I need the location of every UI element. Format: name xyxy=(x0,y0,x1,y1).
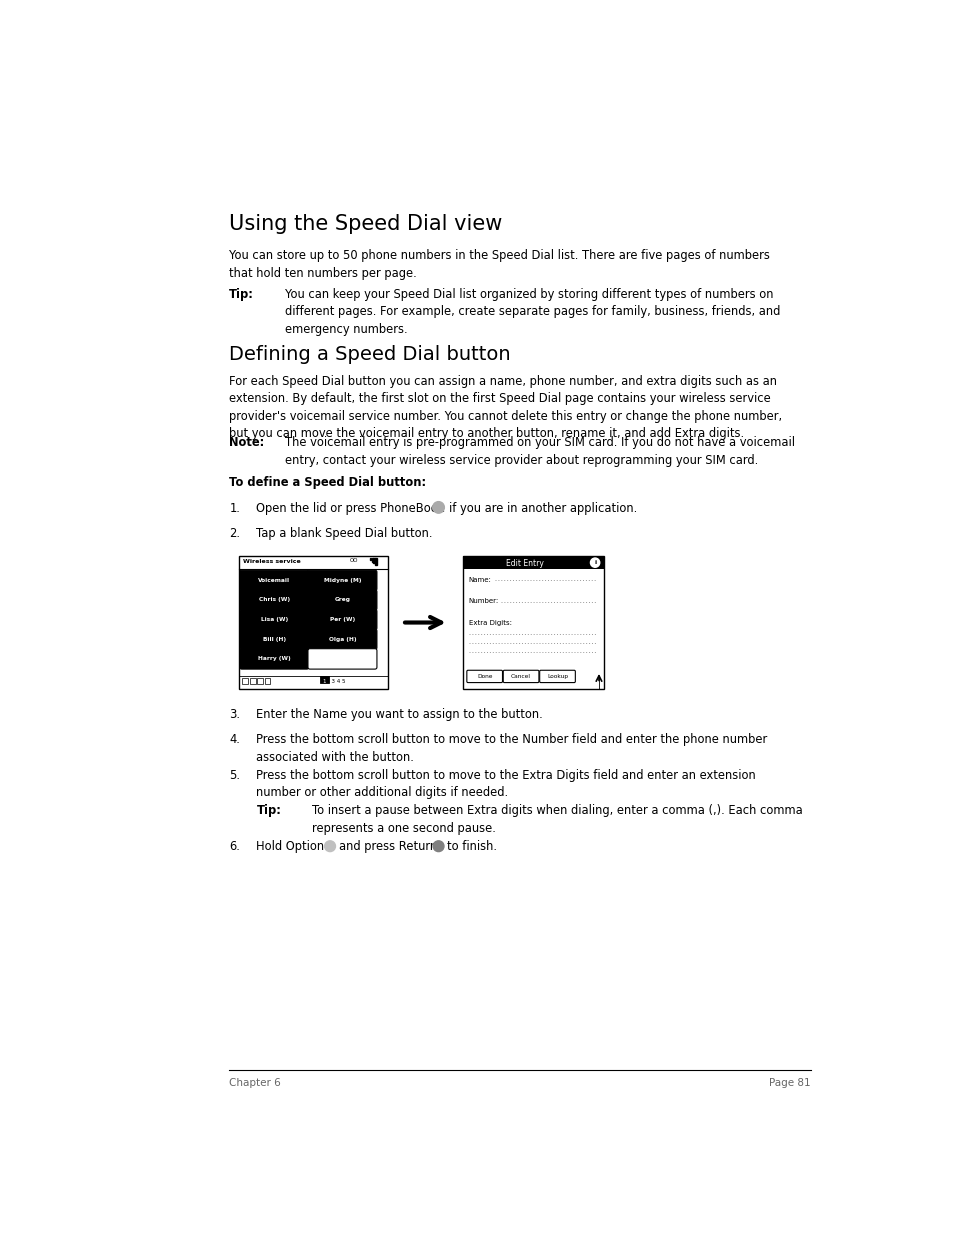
Text: 5.: 5. xyxy=(229,769,240,782)
Text: 1: 1 xyxy=(322,679,326,684)
Bar xyxy=(257,678,263,684)
Text: Enter the Name you want to assign to the button.: Enter the Name you want to assign to the… xyxy=(256,708,542,721)
Text: Tip:: Tip: xyxy=(229,288,253,300)
Circle shape xyxy=(433,841,443,852)
Text: Note:: Note: xyxy=(229,436,264,450)
FancyBboxPatch shape xyxy=(239,571,309,590)
FancyBboxPatch shape xyxy=(239,629,309,650)
FancyBboxPatch shape xyxy=(308,629,376,650)
FancyBboxPatch shape xyxy=(503,671,538,683)
Text: To insert a pause between Extra digits when dialing, enter a comma (,). Each com: To insert a pause between Extra digits w… xyxy=(312,804,802,835)
Text: Voicemail: Voicemail xyxy=(258,578,290,583)
Text: The voicemail entry is pre-programmed on your SIM card. If you do not have a voi: The voicemail entry is pre-programmed on… xyxy=(285,436,794,467)
Text: Using the Speed Dial view: Using the Speed Dial view xyxy=(229,214,502,233)
Text: Wireless service: Wireless service xyxy=(243,558,301,563)
Bar xyxy=(375,558,376,564)
Bar xyxy=(373,558,375,563)
Text: Chris (W): Chris (W) xyxy=(258,598,290,603)
Circle shape xyxy=(324,841,335,852)
Text: Harry (W): Harry (W) xyxy=(257,657,291,662)
Text: Midyne (M): Midyne (M) xyxy=(323,578,361,583)
Bar xyxy=(371,558,373,562)
Text: and press Return: and press Return xyxy=(338,841,436,853)
Text: 1.: 1. xyxy=(229,501,240,515)
FancyBboxPatch shape xyxy=(539,671,575,683)
Text: i: i xyxy=(594,561,596,566)
Text: Per (W): Per (W) xyxy=(330,618,355,622)
Text: 1 2 3 4 5: 1 2 3 4 5 xyxy=(320,679,345,684)
Text: OO: OO xyxy=(349,558,357,563)
Text: Press the bottom scroll button to move to the Number field and enter the phone n: Press the bottom scroll button to move t… xyxy=(256,734,767,764)
Text: 4.: 4. xyxy=(229,734,240,746)
Circle shape xyxy=(590,558,599,567)
Text: Tap a blank Speed Dial button.: Tap a blank Speed Dial button. xyxy=(256,527,433,540)
Text: Defining a Speed Dial button: Defining a Speed Dial button xyxy=(229,346,511,364)
FancyBboxPatch shape xyxy=(462,556,603,689)
Text: Chapter 6: Chapter 6 xyxy=(229,1078,281,1088)
Text: Tip:: Tip: xyxy=(256,804,281,818)
Text: Edit Entry: Edit Entry xyxy=(506,558,544,568)
Text: 2.: 2. xyxy=(229,527,240,540)
FancyBboxPatch shape xyxy=(239,556,388,689)
FancyBboxPatch shape xyxy=(462,556,603,569)
FancyBboxPatch shape xyxy=(239,648,309,669)
FancyBboxPatch shape xyxy=(308,571,376,590)
Text: Name:: Name: xyxy=(468,577,491,583)
FancyBboxPatch shape xyxy=(308,648,376,669)
Text: Hold Option: Hold Option xyxy=(256,841,324,853)
Text: Greg: Greg xyxy=(335,598,350,603)
Text: Lisa (W): Lisa (W) xyxy=(260,618,288,622)
Text: Lookup: Lookup xyxy=(546,674,567,679)
FancyBboxPatch shape xyxy=(239,590,309,610)
Text: if you are in another application.: if you are in another application. xyxy=(449,501,637,515)
Text: to finish.: to finish. xyxy=(447,841,497,853)
Text: Olga (H): Olga (H) xyxy=(328,637,355,642)
Text: Cancel: Cancel xyxy=(511,674,531,679)
Text: Press the bottom scroll button to move to the Extra Digits field and enter an ex: Press the bottom scroll button to move t… xyxy=(256,769,756,799)
Bar xyxy=(369,558,371,561)
Bar xyxy=(242,678,248,684)
FancyBboxPatch shape xyxy=(239,609,309,630)
Bar xyxy=(319,676,328,683)
Text: Bill (H): Bill (H) xyxy=(262,637,286,642)
Text: 6.: 6. xyxy=(229,841,240,853)
Text: You can keep your Speed Dial list organized by storing different types of number: You can keep your Speed Dial list organi… xyxy=(285,288,780,336)
Text: Page 81: Page 81 xyxy=(768,1078,810,1088)
Text: 3.: 3. xyxy=(229,708,240,721)
Text: Extra Digits:: Extra Digits: xyxy=(468,620,511,626)
Text: You can store up to 50 phone numbers in the Speed Dial list. There are five page: You can store up to 50 phone numbers in … xyxy=(229,249,769,279)
FancyBboxPatch shape xyxy=(308,609,376,630)
Text: To define a Speed Dial button:: To define a Speed Dial button: xyxy=(229,477,426,489)
Bar xyxy=(250,678,255,684)
Text: Open the lid or press PhoneBook: Open the lid or press PhoneBook xyxy=(256,501,444,515)
Text: Done: Done xyxy=(476,674,492,679)
FancyBboxPatch shape xyxy=(308,590,376,610)
FancyBboxPatch shape xyxy=(466,671,502,683)
Circle shape xyxy=(433,501,444,514)
Bar xyxy=(264,678,270,684)
Text: For each Speed Dial button you can assign a name, phone number, and extra digits: For each Speed Dial button you can assig… xyxy=(229,374,781,440)
Text: Number:: Number: xyxy=(468,598,498,604)
